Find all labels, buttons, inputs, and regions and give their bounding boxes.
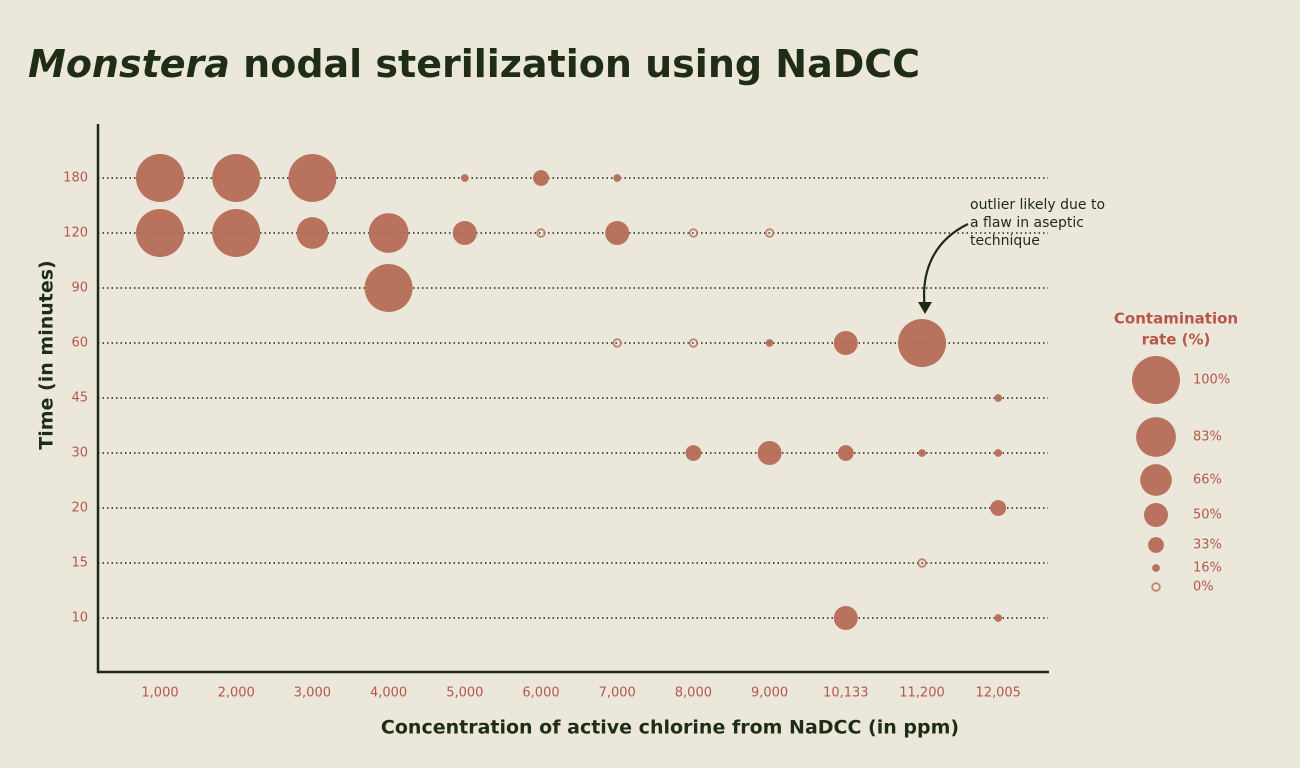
annotation: outlier likely due to a flaw in aseptic te… <box>970 197 1105 249</box>
bubble <box>613 174 622 182</box>
x-tick-label: 1,000 <box>141 686 178 701</box>
legend-label: 100% <box>1193 373 1230 388</box>
bubble <box>765 339 774 347</box>
bubble <box>898 319 946 367</box>
bubble <box>1148 537 1164 553</box>
bubble <box>757 441 782 465</box>
title-rest: nodal sterilization using NaDCC <box>243 42 920 86</box>
bubble <box>460 174 469 182</box>
title-italic: Monstera <box>28 42 230 86</box>
annotation-line: technique <box>970 233 1040 249</box>
x-tick-label: 8,000 <box>675 686 712 701</box>
x-tick-label: 5,000 <box>446 686 483 701</box>
bubble <box>364 264 413 312</box>
bubble-empty <box>1151 582 1161 592</box>
annotation-arrow <box>923 223 969 311</box>
y-tick-label: 20 <box>71 501 88 516</box>
bubble <box>1136 417 1176 457</box>
bubble <box>1140 464 1172 496</box>
y-tick-label: 90 <box>71 281 88 296</box>
annotation-line: a flaw in aseptic <box>970 215 1084 231</box>
legend-title: rate (%) <box>1142 331 1211 349</box>
bubble-empty <box>688 228 699 238</box>
legend-label: 66% <box>1193 473 1222 488</box>
bubble <box>685 445 702 461</box>
size-legend: Contamination rate (%) 100% 83% 66% 50% 33% 16%… <box>1114 310 1238 595</box>
bubble <box>994 614 1003 622</box>
y-tick-label: 10 <box>71 611 88 626</box>
bubble-empty <box>764 228 775 238</box>
bubble <box>918 449 926 457</box>
bubble-empty <box>536 228 546 238</box>
legend-label: 0% <box>1193 580 1214 595</box>
bubble <box>296 217 329 249</box>
bubble <box>212 209 261 257</box>
y-tick-label: 120 <box>63 226 88 241</box>
bubble <box>990 500 1007 516</box>
legend-title: Contamination <box>1114 310 1238 328</box>
bubble <box>212 154 261 202</box>
x-tick-label: 9,000 <box>751 686 788 701</box>
bubble <box>533 170 549 186</box>
bubble <box>1144 503 1168 527</box>
bubble <box>837 445 854 461</box>
y-tick-label: 60 <box>71 336 88 351</box>
legend-label: 83% <box>1193 430 1222 445</box>
bubble <box>136 209 184 257</box>
bubble <box>833 331 858 355</box>
y-tick-label: 15 <box>71 556 88 571</box>
x-tick-label: 6,000 <box>522 686 559 701</box>
annotation-line: outlier likely due to <box>970 197 1105 213</box>
x-tick-label: 11,200 <box>899 686 945 701</box>
bubble <box>994 394 1003 402</box>
x-tick-label: 7,000 <box>599 686 636 701</box>
chart-title: Monstera nodal sterilization using NaDCC <box>28 42 920 86</box>
bubble-empty <box>917 558 927 568</box>
y-tick-label: 30 <box>71 446 88 461</box>
x-tick-label: 4,000 <box>370 686 407 701</box>
bubble-empty <box>612 338 622 348</box>
bubble <box>833 606 858 630</box>
bubble <box>452 221 477 245</box>
x-axis-title: Concentration of active chlorine from Na… <box>381 717 959 739</box>
y-tick-label: 45 <box>71 391 88 406</box>
legend-label: 33% <box>1193 538 1222 553</box>
bubble <box>1132 356 1180 404</box>
bubble <box>994 449 1003 457</box>
bubbles <box>136 154 1007 630</box>
bubble <box>1152 564 1160 572</box>
annotation-arrowhead <box>918 302 932 314</box>
bubble-empty <box>688 338 699 348</box>
legend-label: 16% <box>1193 561 1222 576</box>
y-axis-title: Time (in minutes) <box>36 260 58 449</box>
x-tick-label: 2,000 <box>218 686 255 701</box>
bubble <box>136 154 184 202</box>
x-tick-label: 10,133 <box>823 686 869 701</box>
x-tick-label: 12,005 <box>975 686 1021 701</box>
bubble <box>368 213 409 253</box>
legend-label: 50% <box>1193 508 1222 523</box>
bubble <box>605 221 630 245</box>
bubble <box>288 154 337 202</box>
y-tick-label: 180 <box>63 171 88 186</box>
x-tick-label: 3,000 <box>294 686 331 701</box>
